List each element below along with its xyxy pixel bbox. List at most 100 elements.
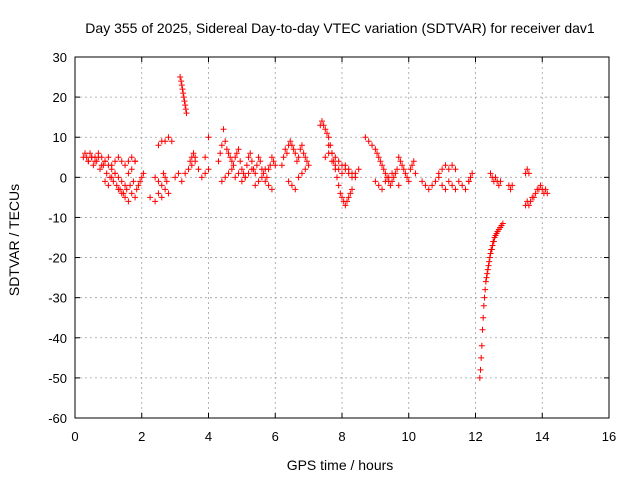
data-point xyxy=(349,186,356,193)
data-point xyxy=(178,78,185,85)
data-point xyxy=(487,170,494,177)
data-point xyxy=(419,178,426,185)
data-point xyxy=(369,142,376,149)
data-point xyxy=(268,186,275,193)
data-point xyxy=(92,158,99,165)
data-point xyxy=(125,198,132,205)
data-point xyxy=(228,158,235,165)
x-tick-label: 2 xyxy=(138,429,145,444)
data-point xyxy=(237,158,244,165)
data-point xyxy=(495,182,502,189)
data-point xyxy=(479,326,486,333)
x-tick-label: 12 xyxy=(468,429,482,444)
data-point xyxy=(482,286,489,293)
data-point xyxy=(165,190,172,197)
data-point xyxy=(293,158,300,165)
data-point xyxy=(409,162,416,169)
data-point xyxy=(320,122,327,129)
data-point xyxy=(355,166,362,173)
data-points xyxy=(80,74,551,381)
data-point xyxy=(325,134,332,141)
y-tick-label: -10 xyxy=(48,210,67,225)
data-point xyxy=(255,178,262,185)
data-point xyxy=(492,174,499,181)
data-point xyxy=(248,166,255,173)
data-point xyxy=(542,186,549,193)
data-point xyxy=(544,190,551,197)
data-point xyxy=(242,174,249,181)
x-tick-label: 4 xyxy=(205,429,212,444)
data-point xyxy=(379,162,386,169)
x-tick-label: 10 xyxy=(402,429,416,444)
data-point xyxy=(292,150,299,157)
data-point xyxy=(445,166,452,173)
data-point xyxy=(132,158,139,165)
data-point xyxy=(298,142,305,149)
data-point xyxy=(155,142,162,149)
data-point xyxy=(323,130,330,137)
data-point xyxy=(395,182,402,189)
data-point xyxy=(162,138,169,145)
data-point xyxy=(248,158,255,165)
data-point xyxy=(297,146,304,153)
data-point xyxy=(485,262,492,269)
data-point xyxy=(115,154,122,161)
data-point xyxy=(439,182,446,189)
data-point xyxy=(407,166,414,173)
data-point xyxy=(295,154,302,161)
data-point xyxy=(298,170,305,177)
data-point xyxy=(339,194,345,201)
data-point xyxy=(482,278,489,285)
data-point xyxy=(127,182,134,189)
data-point xyxy=(478,354,485,361)
data-point xyxy=(422,182,429,189)
data-point xyxy=(262,178,269,185)
data-point xyxy=(412,170,419,177)
axis-ticks: 0 2 4 6 8 10 12 14 16 -60 -50 -40 -30 -20 -10 0 10 20 30 xyxy=(48,50,616,444)
data-point xyxy=(258,174,265,181)
data-point xyxy=(288,142,295,149)
data-point xyxy=(260,170,267,177)
data-point xyxy=(240,170,247,177)
data-point xyxy=(108,174,115,181)
data-point xyxy=(182,170,189,177)
data-point xyxy=(128,166,135,173)
data-point xyxy=(202,170,209,177)
data-point xyxy=(152,174,159,181)
data-point xyxy=(288,182,295,189)
data-point xyxy=(82,150,89,157)
data-point xyxy=(270,158,277,165)
data-point xyxy=(462,186,469,193)
data-point xyxy=(394,166,401,173)
x-tick-label: 16 xyxy=(602,429,616,444)
data-point xyxy=(380,166,387,173)
data-point xyxy=(97,166,104,173)
data-point xyxy=(478,342,485,349)
data-point xyxy=(125,158,132,165)
data-point xyxy=(374,150,381,157)
data-point xyxy=(88,154,95,161)
y-tick-label: 0 xyxy=(60,170,67,185)
data-point xyxy=(243,162,250,169)
data-point xyxy=(487,250,494,257)
data-point xyxy=(283,150,290,157)
data-point xyxy=(205,134,212,141)
data-point xyxy=(435,170,442,177)
data-point xyxy=(477,366,484,373)
data-point xyxy=(429,182,436,189)
data-point xyxy=(158,194,165,201)
data-point xyxy=(325,142,332,149)
data-point xyxy=(525,202,532,209)
y-tick-label: -60 xyxy=(48,411,67,426)
data-point xyxy=(220,126,227,133)
data-point xyxy=(135,182,142,189)
data-point xyxy=(342,202,349,209)
data-point xyxy=(155,190,162,197)
data-point xyxy=(205,166,212,173)
data-point xyxy=(509,182,516,189)
data-point xyxy=(238,178,245,185)
data-point xyxy=(272,162,279,169)
data-point xyxy=(190,150,197,157)
data-point xyxy=(130,178,137,185)
data-point xyxy=(339,170,345,177)
